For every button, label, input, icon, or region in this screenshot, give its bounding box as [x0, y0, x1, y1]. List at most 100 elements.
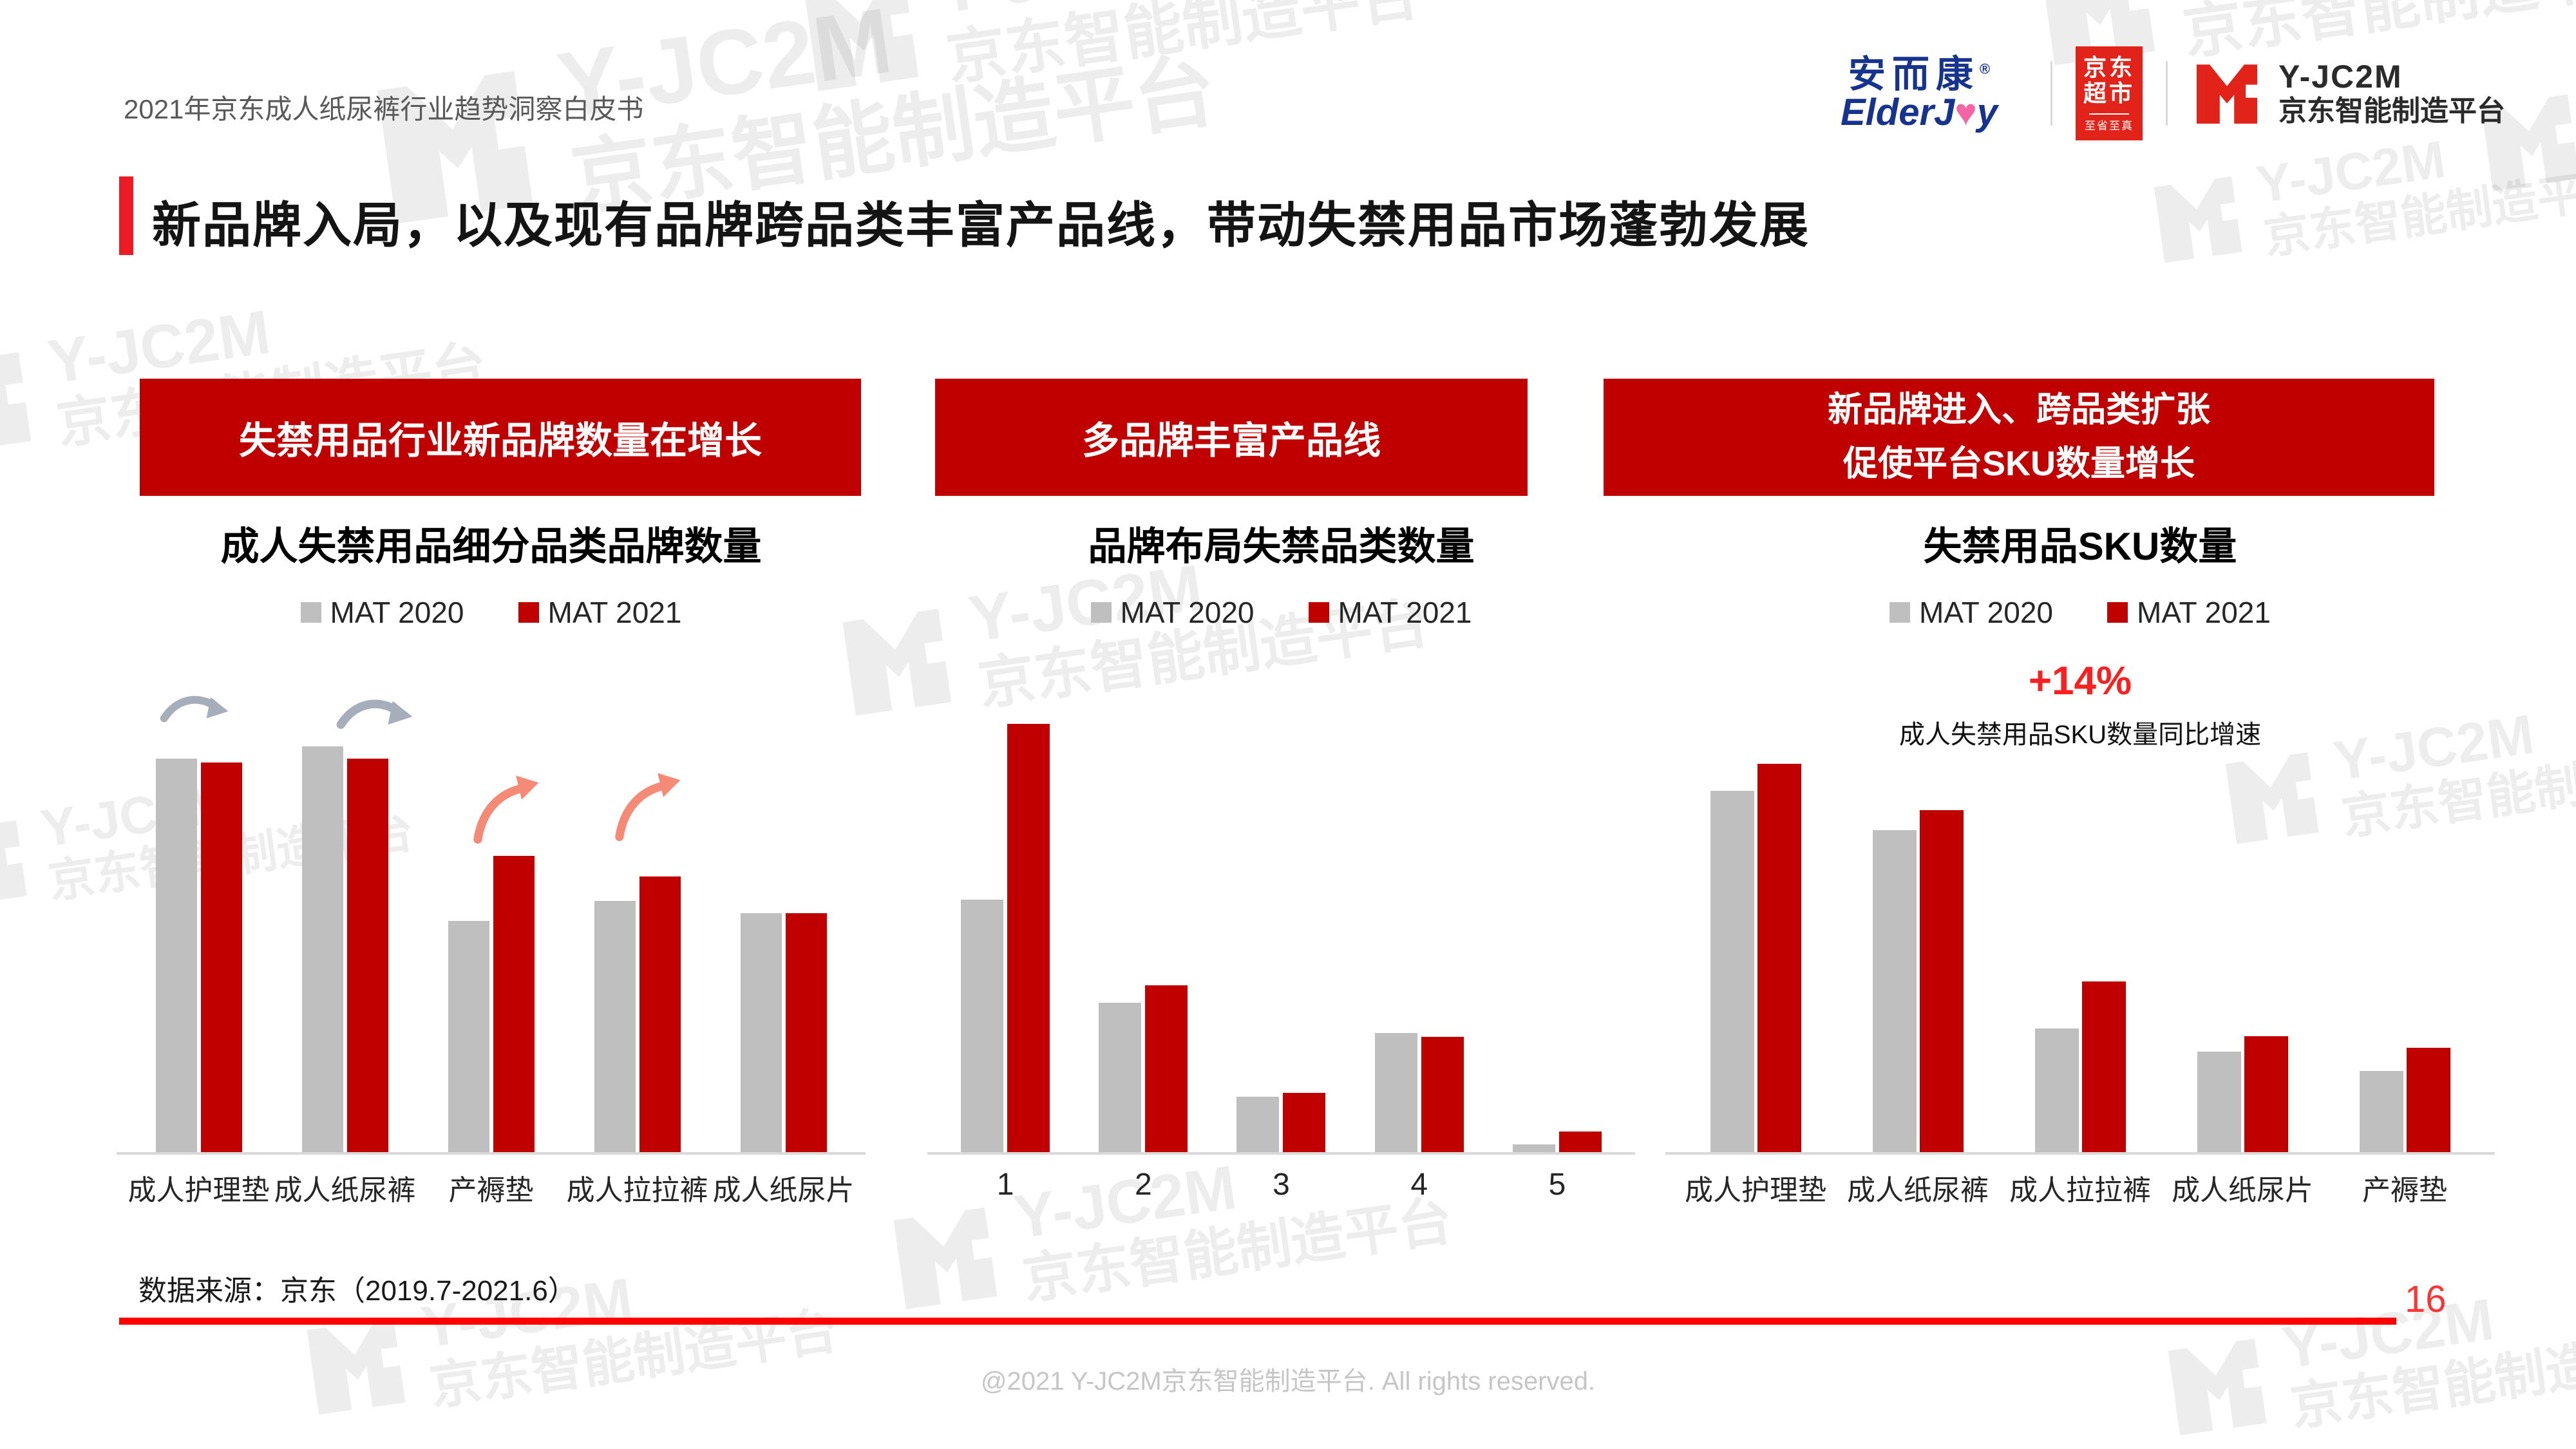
watermark-subtitle: 京东智能制造平台	[1019, 1189, 1456, 1310]
jd-supermarket-tagline: 至省至真	[2085, 119, 2134, 132]
watermark-monogram-icon	[2154, 176, 2242, 263]
bar-mat2020-2	[1099, 1003, 1142, 1153]
category-label-产褥垫: 产褥垫	[2362, 1175, 2447, 1206]
legend-item-mat2021: MAT 2021	[2107, 595, 2271, 630]
watermark-subtitle: 京东智能制造平台	[942, 0, 1423, 92]
bar-mat2020-成人纸尿裤	[301, 746, 343, 1153]
category-label-1: 1	[996, 1168, 1014, 1202]
logo-group: 安而康® ElderJ♥y 京东 超市 至省至真 Y-JC2M 京东智能制造平台	[1841, 45, 2505, 142]
bar-mat2020-4	[1374, 1033, 1417, 1153]
page-number: 16	[2405, 1278, 2447, 1320]
category-label-成人拉拉裤: 成人拉拉裤	[2009, 1175, 2151, 1206]
watermark-brand: Y-JC2M	[43, 297, 275, 397]
category-label-2: 2	[1134, 1168, 1152, 1202]
chart2-x-axis	[927, 1152, 1635, 1155]
bar-mat2021-3	[1283, 1093, 1326, 1153]
bar-group-成人纸尿片	[740, 657, 827, 1153]
category-label-成人拉拉裤: 成人拉拉裤	[566, 1175, 708, 1206]
logo-divider	[2166, 61, 2168, 126]
watermark-subtitle: 京东智能制造平台	[2260, 161, 2576, 264]
watermark-monogram-icon	[804, 0, 919, 91]
heart-icon: ♥	[1955, 91, 1977, 133]
bar-mat2020-成人拉拉裤	[2034, 1028, 2079, 1153]
chart3-legend: MAT 2020 MAT 2021	[1674, 595, 2486, 630]
chart2-legend: MAT 2020 MAT 2021	[936, 595, 1626, 630]
bar-mat2020-成人纸尿片	[740, 913, 782, 1153]
trend-down-arrow-icon	[336, 699, 413, 729]
bar-mat2021-成人护理垫	[1757, 764, 1801, 1153]
legend-item-mat2021: MAT 2021	[1308, 595, 1472, 630]
legend-swatch-gray	[1090, 602, 1112, 623]
chart2-plot-area	[927, 657, 1635, 1155]
data-source-note: 数据来源：京东（2019.7-2021.6）	[138, 1275, 576, 1307]
bar-group-2	[1099, 657, 1188, 1153]
bar-group-产褥垫	[2359, 657, 2450, 1153]
chart3-category-labels: 成人护理垫 成人纸尿裤 成人拉拉裤 成人纸尿片 产褥垫	[1674, 1167, 2486, 1208]
bar-mat2021-成人护理垫	[200, 762, 242, 1153]
category-label-成人纸尿片: 成人纸尿片	[2172, 1175, 2313, 1206]
chart1-plot-area	[117, 657, 866, 1155]
bar-group-成人护理垫	[1710, 657, 1801, 1153]
title-accent-bar	[119, 176, 133, 255]
chart2-category-labels: 1 2 3 4 5	[936, 1167, 1626, 1202]
yjc2m-logo: Y-JC2M 京东智能制造平台	[2191, 57, 2505, 129]
category-label-5: 5	[1548, 1168, 1566, 1202]
bar-mat2020-成人纸尿裤	[1872, 830, 1917, 1153]
document-header-label: 2021年京东成人纸尿裤行业趋势洞察白皮书	[124, 94, 644, 124]
chart3-title: 失禁用品SKU数量	[1923, 525, 2237, 568]
category-label-3: 3	[1273, 1168, 1290, 1202]
legend-item-mat2020: MAT 2020	[1889, 595, 2053, 630]
bar-group-4	[1374, 657, 1464, 1153]
bar-mat2021-1	[1007, 724, 1050, 1153]
legend-swatch-red	[518, 602, 539, 623]
bar-group-成人拉拉裤	[2034, 657, 2126, 1153]
watermark-monogram-icon	[0, 820, 27, 907]
bar-group-成人纸尿片	[2197, 657, 2288, 1153]
logo-divider	[2050, 61, 2052, 126]
chart1-category-labels: 成人护理垫 成人纸尿裤 产褥垫 成人拉拉裤 成人纸尿片	[126, 1167, 857, 1208]
banner-new-brands-growing: 失禁用品行业新品牌数量在增长	[140, 379, 861, 496]
bar-mat2020-成人护理垫	[155, 759, 197, 1153]
yjc2m-monogram-icon	[2196, 64, 2258, 124]
watermark: Y-JC2M京东智能制造平台	[792, 0, 1423, 111]
bar-mat2021-产褥垫	[493, 856, 535, 1153]
banner-multi-brand-lines: 多品牌丰富产品线	[935, 379, 1528, 496]
bar-mat2021-成人纸尿裤	[1919, 810, 1964, 1153]
bar-group-成人纸尿裤	[301, 657, 388, 1153]
yjc2m-name: Y-JC2M	[2278, 58, 2403, 95]
bar-mat2020-5	[1512, 1144, 1555, 1153]
elderjoy-logo: 安而康® ElderJ♥y	[1841, 55, 1998, 131]
bar-mat2020-成人纸尿片	[2197, 1052, 2241, 1153]
bar-group-1	[961, 657, 1050, 1153]
bar-mat2021-成人拉拉裤	[2081, 981, 2126, 1153]
legend-item-mat2021: MAT 2021	[518, 595, 681, 630]
bar-group-5	[1512, 657, 1602, 1153]
yjc2m-subtitle: 京东智能制造平台	[2278, 95, 2505, 128]
chart1-legend: MAT 2020 MAT 2021	[126, 595, 857, 630]
bar-mat2021-成人纸尿片	[785, 913, 827, 1153]
bar-mat2021-4	[1421, 1037, 1464, 1153]
bar-mat2020-产褥垫	[448, 921, 489, 1153]
legend-swatch-red	[1308, 602, 1329, 623]
category-label-产褥垫: 产褥垫	[448, 1175, 534, 1206]
trend-up-arrow-icon	[615, 773, 681, 841]
watermark-brand: Y-JC2M	[933, 0, 1414, 28]
legend-swatch-red	[2107, 602, 2128, 623]
bar-mat2021-5	[1558, 1132, 1602, 1153]
registered-mark-icon: ®	[1979, 61, 1991, 77]
category-label-成人纸尿裤: 成人纸尿裤	[1847, 1175, 1989, 1206]
bar-mat2020-1	[961, 900, 1004, 1153]
banner-sku-growth: 新品牌进入、跨品类扩张 促使平台SKU数量增长	[1604, 379, 2434, 496]
chart1-x-axis	[117, 1152, 866, 1155]
legend-item-mat2020: MAT 2020	[1090, 595, 1255, 630]
copyright-note: @2021 Y-JC2M京东智能制造平台. All rights reserve…	[980, 1367, 1596, 1396]
bar-mat2020-成人拉拉裤	[594, 901, 636, 1153]
chart2-title: 品牌布局失禁品类数量	[1088, 525, 1475, 568]
jd-supermarket-logo: 京东 超市 至省至真	[2076, 46, 2143, 140]
legend-item-mat2020: MAT 2020	[300, 595, 464, 630]
bar-mat2020-3	[1236, 1097, 1280, 1153]
footer-divider-line	[119, 1318, 2396, 1325]
watermark-monogram-icon	[893, 1208, 998, 1310]
